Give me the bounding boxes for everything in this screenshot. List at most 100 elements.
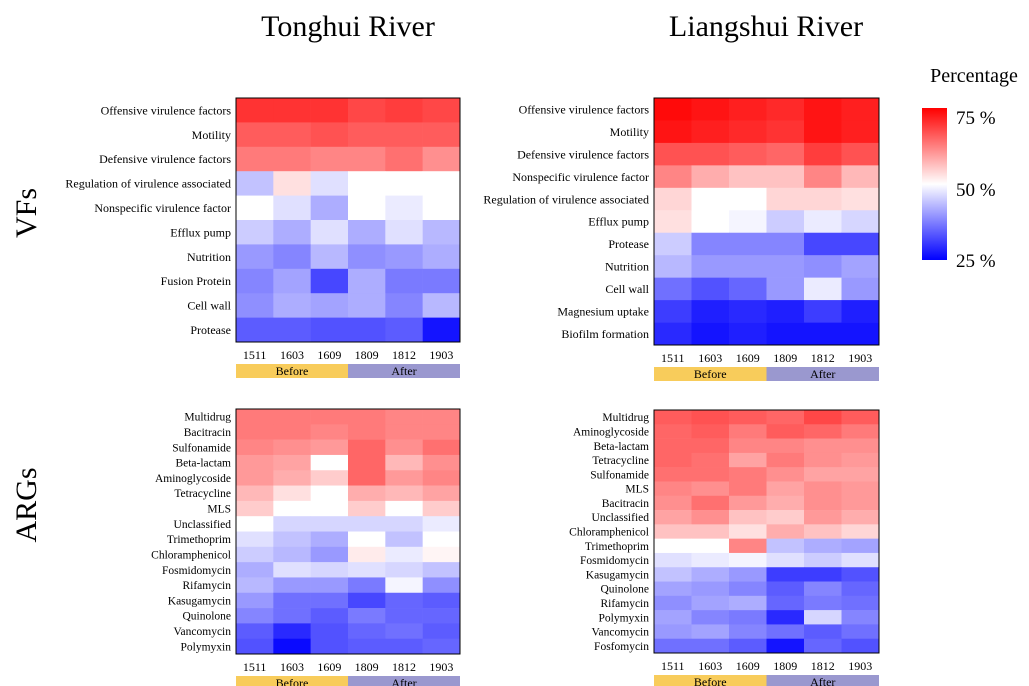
- heatmap-cell: [766, 567, 805, 582]
- row-label: Biofilm formation: [561, 327, 649, 341]
- heatmap-cell: [236, 424, 274, 440]
- group-label-before: Before: [276, 676, 309, 686]
- heatmap-cell: [729, 322, 767, 346]
- heatmap-cell: [729, 438, 767, 454]
- heatmap-cell: [273, 638, 311, 655]
- heatmap-cell: [348, 317, 386, 343]
- heatmap-cell: [385, 608, 423, 624]
- legend-tick-mid: 50 %: [956, 180, 996, 201]
- legend-title: Percentage: [930, 65, 1018, 87]
- heatmap-cell: [691, 142, 730, 166]
- column-label: 1603: [698, 351, 722, 365]
- heatmap-cell: [310, 171, 349, 196]
- heatmap-cell: [766, 624, 805, 639]
- heatmap-cell: [841, 524, 880, 539]
- row-label: Beta-lactam: [175, 458, 231, 470]
- row-label: Nonspecific virulence factor: [512, 170, 649, 184]
- heatmap-cell: [841, 255, 880, 278]
- heatmap-cell: [310, 439, 349, 456]
- heatmap-cell: [804, 510, 842, 525]
- heatmap-cell: [654, 481, 692, 497]
- heatmap-cell: [236, 454, 274, 471]
- heatmap-cell: [691, 495, 730, 511]
- heatmap-cell: [422, 98, 461, 123]
- heatmap-cell: [766, 595, 805, 611]
- heatmap-cell: [654, 581, 692, 597]
- heatmap-cell: [273, 485, 311, 502]
- column-label: 1812: [392, 660, 416, 674]
- heatmap-cell: [385, 293, 423, 318]
- group-label-before: Before: [276, 364, 309, 378]
- row-label: Vancomycin: [592, 627, 650, 639]
- heatmap-cell: [691, 624, 730, 639]
- heatmap-cell: [841, 142, 880, 166]
- row-label: Fosfomycin: [594, 641, 649, 653]
- heatmap-cell: [273, 98, 311, 123]
- heatmap-cell: [236, 470, 274, 486]
- group-bar-after: [348, 676, 460, 686]
- heatmap-cell: [310, 409, 349, 425]
- heatmap-cell: [729, 98, 767, 121]
- heatmap-cell: [422, 608, 461, 624]
- heatmap-cell: [273, 577, 311, 594]
- heatmap-cell: [385, 146, 423, 172]
- row-label: MLS: [207, 504, 231, 516]
- heatmap-cell: [236, 220, 274, 245]
- heatmap-cell: [729, 165, 767, 189]
- row-label: Bacitracin: [602, 498, 650, 510]
- group-label-after: After: [391, 364, 416, 378]
- heatmap-cell: [236, 268, 274, 294]
- column-label: 1809: [773, 351, 797, 365]
- heatmap-cell: [348, 146, 386, 172]
- column-label: 1609: [317, 660, 341, 674]
- row-label: Regulation of virulence associated: [483, 192, 649, 206]
- row-label: Polymyxin: [599, 612, 650, 624]
- heatmap-cell: [804, 467, 842, 482]
- row-label: Multidrug: [184, 412, 231, 424]
- heatmap-cell: [310, 195, 349, 221]
- heatmap-cell: [385, 268, 423, 294]
- heatmap-cell: [804, 595, 842, 611]
- heatmap-cell: [385, 424, 423, 440]
- row-label: Fosmidomycin: [580, 555, 649, 567]
- column-label: 1809: [355, 348, 379, 362]
- heatmap-cell: [691, 98, 730, 121]
- heatmap-cell: [729, 510, 767, 525]
- heatmap-cell: [766, 165, 805, 189]
- heatmap-cell: [348, 638, 386, 655]
- row-label: Rifamycin: [182, 580, 231, 592]
- heatmap-cell: [273, 409, 311, 425]
- heatmap-cell: [310, 592, 349, 609]
- heatmap-cell: [691, 481, 730, 497]
- heatmap-cell: [804, 277, 842, 301]
- heatmap-tonghui-river-vfs: Offensive virulence factors Motility Defen…: [65, 97, 461, 378]
- heatmap-cell: [654, 524, 692, 539]
- heatmap-cell: [841, 187, 880, 211]
- heatmap-cell: [422, 592, 461, 609]
- heatmap-cell: [273, 171, 311, 196]
- heatmap-cell: [385, 516, 423, 532]
- heatmap-cell: [385, 470, 423, 486]
- heatmap-cell: [385, 220, 423, 245]
- heatmap-cell: [385, 577, 423, 594]
- heatmap-cell: [236, 608, 274, 624]
- heatmap-cell: [729, 424, 767, 439]
- heatmap-cell: [654, 624, 692, 639]
- heatmap-cell: [691, 638, 730, 654]
- heatmap-cell: [841, 232, 880, 256]
- heatmap-cell: [691, 467, 730, 482]
- heatmap-cell: [385, 485, 423, 502]
- heatmap-cell: [236, 592, 274, 609]
- heatmap-liangshui-river-args: Multidrug Aminoglycoside Beta-lactam Tetrac…: [569, 409, 880, 686]
- heatmap-cell: [804, 210, 842, 234]
- heatmap-cell: [804, 495, 842, 511]
- heatmap-cell: [841, 510, 880, 525]
- heatmap-cell: [654, 438, 692, 454]
- row-label: Kasugamycin: [168, 595, 231, 607]
- heatmap-cell: [691, 277, 730, 301]
- heatmap-cell: [422, 531, 461, 548]
- heatmap-cell: [729, 524, 767, 539]
- heatmap-cell: [422, 454, 461, 471]
- heatmap-cell: [841, 581, 880, 597]
- heatmap-cell: [766, 98, 805, 121]
